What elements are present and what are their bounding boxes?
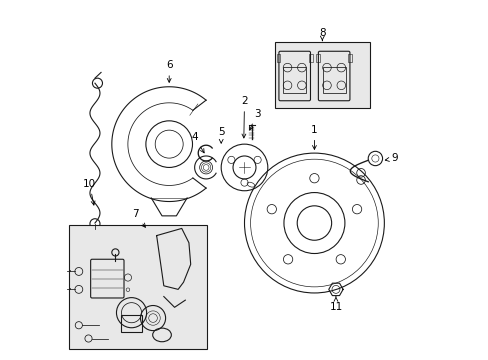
- Text: 11: 11: [328, 297, 342, 312]
- Bar: [283, 67, 305, 93]
- Text: 4: 4: [191, 132, 204, 153]
- Text: 7: 7: [132, 209, 145, 227]
- Bar: [308, 54, 312, 62]
- Text: 9: 9: [385, 153, 398, 163]
- Text: 10: 10: [83, 179, 96, 205]
- Bar: [322, 67, 345, 93]
- Bar: [121, 315, 142, 332]
- Bar: [274, 42, 369, 108]
- Text: 3: 3: [249, 109, 260, 130]
- Bar: [69, 225, 206, 348]
- Text: 2: 2: [241, 96, 247, 138]
- Bar: [316, 54, 319, 62]
- Text: 8: 8: [318, 28, 325, 41]
- Text: 6: 6: [165, 60, 172, 82]
- Text: 1: 1: [310, 125, 317, 149]
- Bar: [276, 54, 280, 62]
- Text: 5: 5: [218, 127, 224, 143]
- Bar: [348, 54, 351, 62]
